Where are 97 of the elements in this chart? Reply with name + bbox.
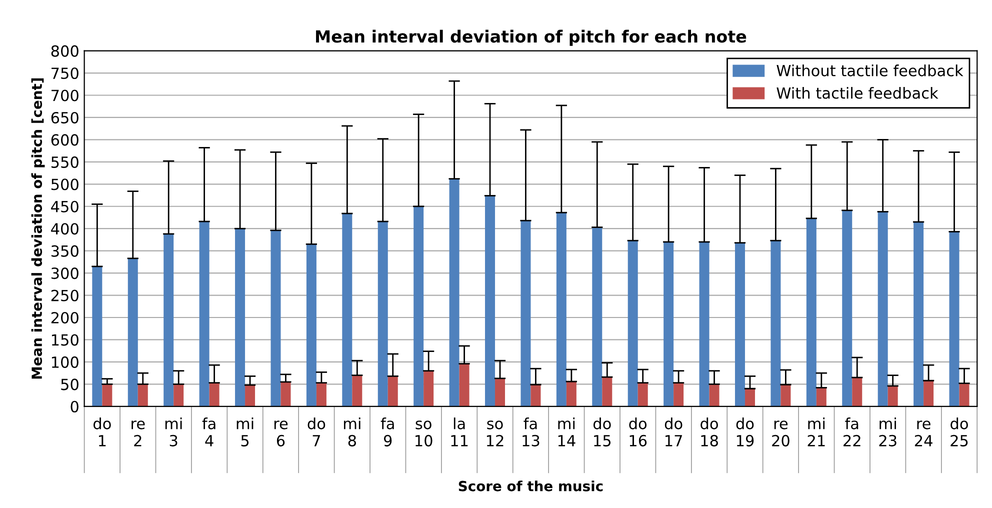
x-tick-label: mi 3 [165, 418, 182, 446]
legend-label: Without tactile feedback [776, 64, 964, 76]
bar [378, 221, 388, 406]
y-tick-label: 550 [51, 156, 78, 168]
bar [842, 210, 852, 406]
bar [674, 382, 684, 406]
bar [485, 196, 496, 406]
legend-label: With tactile feedback [776, 86, 938, 99]
y-tick-label: 500 [51, 178, 78, 190]
x-tick-label: fa 22 [844, 418, 860, 446]
y-tick-label: 450 [51, 200, 78, 212]
x-tick-label: mi 5 [236, 418, 254, 446]
bar [245, 385, 256, 406]
bar [878, 212, 888, 406]
x-tick-label: do 17 [664, 418, 682, 446]
x-tick-label: mi 21 [808, 418, 825, 446]
bar [424, 370, 434, 406]
bar [852, 378, 862, 406]
bar [628, 240, 638, 406]
x-tick-label: do 18 [700, 418, 718, 446]
bar [459, 364, 470, 406]
x-tick-label: re 2 [132, 420, 145, 446]
bar [816, 388, 826, 406]
chart-title: Mean interval deviation of pitch for each note [316, 30, 746, 46]
bar [949, 232, 960, 406]
x-tick-label: mi 14 [558, 418, 576, 446]
bar [699, 242, 710, 406]
y-tick-label: 400 [51, 223, 78, 235]
bar [495, 378, 506, 406]
x-tick-label: re 6 [274, 420, 288, 446]
y-tick-label: 200 [51, 312, 78, 324]
bar [270, 230, 281, 406]
x-tick-label: re 20 [772, 420, 790, 446]
bar [734, 242, 745, 406]
bar [138, 384, 148, 406]
bar [592, 227, 602, 406]
bar [342, 213, 352, 406]
bar [566, 382, 576, 406]
bar [744, 388, 755, 406]
bar [388, 376, 398, 406]
bar [352, 375, 362, 406]
bar [556, 212, 566, 406]
y-tick-label: 650 [51, 112, 78, 124]
y-tick-label: 700 [52, 90, 78, 102]
bar [602, 377, 612, 406]
bar [806, 218, 816, 406]
y-tick-label: 50 [61, 378, 78, 390]
bar [709, 384, 720, 406]
bar [959, 383, 970, 406]
bar [530, 384, 541, 406]
x-tick-label: la 11 [451, 418, 468, 446]
bar [780, 384, 791, 406]
bar [520, 220, 531, 406]
x-tick-label: fa 9 [380, 418, 394, 446]
y-tick-label: 750 [52, 67, 78, 80]
y-axis-title: Mean interval deviation of pitch [cent] [31, 78, 45, 379]
bar [164, 234, 174, 406]
x-tick-label: so 12 [486, 420, 504, 446]
bar [449, 178, 460, 406]
bar [209, 382, 220, 406]
bar [638, 382, 648, 406]
x-tick-label: mi 8 [344, 418, 360, 446]
x-tick-label: mi 23 [879, 418, 896, 446]
bar [92, 266, 102, 406]
x-tick-label: do 1 [93, 418, 111, 446]
y-tick-label: 250 [51, 290, 78, 302]
y-tick-label: 600 [51, 134, 78, 146]
x-tick-label: do 19 [736, 418, 754, 446]
y-tick-label: 0 [70, 400, 78, 412]
bar [914, 222, 924, 406]
bar [664, 242, 674, 406]
bar [924, 380, 934, 406]
y-tick-label: 100 [52, 356, 78, 368]
bar [306, 244, 316, 406]
x-axis-title: Score of the music [458, 480, 603, 492]
y-tick-label: 150 [52, 334, 78, 346]
bar [280, 382, 291, 406]
bar [199, 221, 210, 406]
x-tick-label: do 7 [308, 418, 326, 446]
x-tick-label: fa 13 [522, 418, 540, 446]
x-tick-label: so 10 [416, 420, 432, 446]
bar [316, 382, 326, 406]
x-tick-label: re 24 [914, 420, 932, 446]
bar [128, 258, 138, 406]
bar [414, 206, 424, 406]
x-tick-label: do 15 [593, 418, 611, 446]
x-tick-label: fa 4 [202, 418, 216, 446]
bar [770, 240, 781, 406]
x-tick-label: do 16 [629, 418, 647, 446]
x-tick-label: do 25 [950, 418, 968, 446]
bar [235, 228, 246, 406]
bar [102, 384, 112, 406]
y-tick-label: 800 [51, 45, 78, 57]
y-tick-label: 350 [51, 245, 78, 257]
y-tick-label: 300 [51, 268, 78, 280]
bar [174, 384, 184, 406]
bar [888, 386, 898, 406]
